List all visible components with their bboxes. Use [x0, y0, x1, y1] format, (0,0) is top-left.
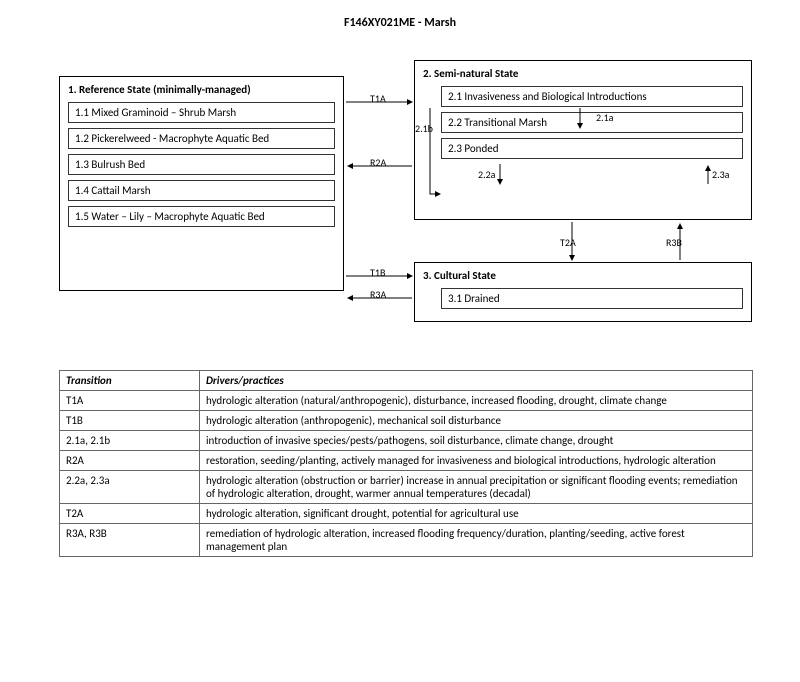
- state-3-header: 3. Cultural State: [423, 269, 743, 282]
- transition-cell: 2.2a, 2.3a: [60, 471, 200, 504]
- phase-1-2: 1.2 Pickerelweed - Macrophyte Aquatic Be…: [68, 128, 335, 149]
- label-t1a: T1A: [370, 92, 386, 105]
- table-row: 2.2a, 2.3ahydrologic alteration (obstruc…: [60, 471, 753, 504]
- transition-cell: R2A: [60, 451, 200, 471]
- label-t1b: T1B: [370, 266, 385, 279]
- label-21a: 2.1a: [596, 111, 613, 124]
- transition-cell: T1A: [60, 391, 200, 411]
- label-r3a: R3A: [370, 288, 386, 301]
- label-r2a: R2A: [370, 156, 386, 169]
- drivers-cell: hydrologic alteration, significant droug…: [200, 504, 753, 524]
- table-row: R2Arestoration, seeding/planting, active…: [60, 451, 753, 471]
- state-2-seminatural: 2. Semi-natural State 2.1 Invasiveness a…: [414, 60, 752, 220]
- phase-1-4: 1.4 Cattail Marsh: [68, 180, 335, 201]
- phase-3-1: 3.1 Drained: [441, 288, 743, 309]
- label-22a: 2.2a: [478, 168, 495, 181]
- label-23a: 2.3a: [712, 168, 729, 181]
- state-1-header: 1. Reference State (minimally-managed): [68, 83, 335, 96]
- transitions-table: Transition Drivers/practices T1Ahydrolog…: [59, 370, 753, 557]
- transition-cell: T2A: [60, 504, 200, 524]
- drivers-cell: hydrologic alteration (anthropogenic), m…: [200, 411, 753, 431]
- page-title: F146XY021ME - Marsh: [0, 16, 800, 30]
- drivers-cell: introduction of invasive species/pests/p…: [200, 431, 753, 451]
- drivers-cell: hydrologic alteration (obstruction or ba…: [200, 471, 753, 504]
- state-2-header: 2. Semi-natural State: [423, 67, 743, 80]
- table-row: T1Bhydrologic alteration (anthropogenic)…: [60, 411, 753, 431]
- drivers-cell: remediation of hydrologic alteration, in…: [200, 524, 753, 557]
- table-row: 2.1a, 2.1bintroduction of invasive speci…: [60, 431, 753, 451]
- drivers-cell: restoration, seeding/planting, actively …: [200, 451, 753, 471]
- drivers-cell: hydrologic alteration (natural/anthropog…: [200, 391, 753, 411]
- table-row: R3A, R3Bremediation of hydrologic altera…: [60, 524, 753, 557]
- phase-2-1: 2.1 Invasiveness and Biological Introduc…: [441, 86, 743, 107]
- label-r3b: R3B: [666, 236, 682, 249]
- transition-cell: R3A, R3B: [60, 524, 200, 557]
- label-21b: 2.1b: [415, 122, 433, 135]
- phase-1-5: 1.5 Water – Lily – Macrophyte Aquatic Be…: [68, 206, 335, 227]
- phase-1-1: 1.1 Mixed Graminoid – Shrub Marsh: [68, 102, 335, 123]
- table-header-drivers: Drivers/practices: [200, 371, 753, 391]
- table-row: T2Ahydrologic alteration, significant dr…: [60, 504, 753, 524]
- table-row: T1Ahydrologic alteration (natural/anthro…: [60, 391, 753, 411]
- label-t2a: T2A: [560, 236, 576, 249]
- phase-2-3: 2.3 Ponded: [441, 138, 743, 159]
- phase-1-3: 1.3 Bulrush Bed: [68, 154, 335, 175]
- state-3-cultural: 3. Cultural State 3.1 Drained: [414, 262, 752, 322]
- transition-cell: 2.1a, 2.1b: [60, 431, 200, 451]
- transition-cell: T1B: [60, 411, 200, 431]
- phase-2-2: 2.2 Transitional Marsh: [441, 112, 743, 133]
- table-header-transition: Transition: [60, 371, 200, 391]
- state-1-reference: 1. Reference State (minimally-managed) 1…: [59, 76, 344, 291]
